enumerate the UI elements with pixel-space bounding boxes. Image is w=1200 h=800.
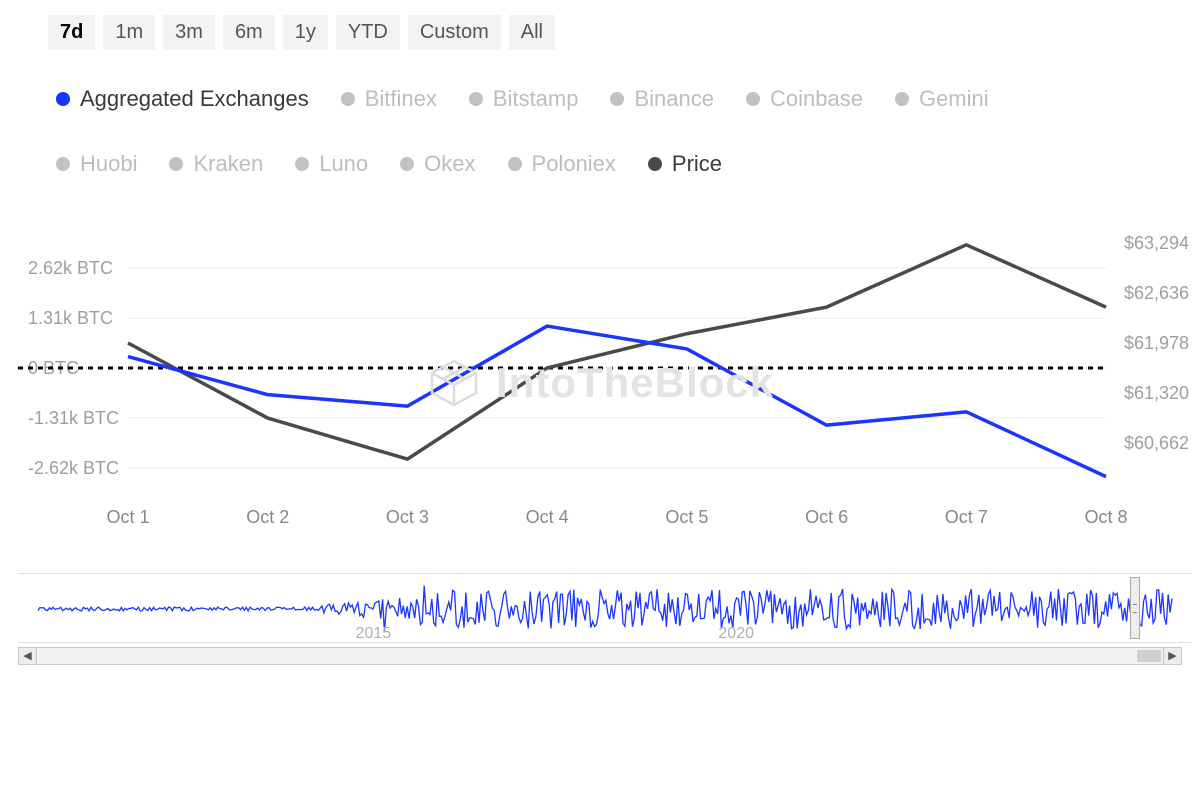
range-selector[interactable]: 2015 2020 <box>18 573 1182 643</box>
x-label: Oct 3 <box>386 507 429 527</box>
series-price <box>128 245 1106 459</box>
legend-dot-icon <box>56 157 70 171</box>
x-label: Oct 5 <box>665 507 708 527</box>
series-aggregated <box>128 326 1106 477</box>
legend-label: Luno <box>319 145 368 182</box>
main-chart: IntoTheBlock 2.62k BTC1.31k BTC0 BTC-1.3… <box>18 233 1182 533</box>
legend-dot-icon <box>895 92 909 106</box>
range-selector-svg[interactable]: 2015 2020 <box>18 573 1192 643</box>
legend-label: Gemini <box>919 80 989 117</box>
scroll-thumb[interactable] <box>1137 650 1161 662</box>
legend-item-aggregated-exchanges[interactable]: Aggregated Exchanges <box>56 80 309 117</box>
legend-dot-icon <box>341 92 355 106</box>
y-left-label: -1.31k BTC <box>28 408 119 428</box>
x-label: Oct 8 <box>1084 507 1127 527</box>
legend-dot-icon <box>469 92 483 106</box>
legend-item-kraken[interactable]: Kraken <box>169 145 263 182</box>
range-tab-ytd[interactable]: YTD <box>336 15 400 50</box>
y-left-label: 2.62k BTC <box>28 258 113 278</box>
legend-label: Bitstamp <box>493 80 579 117</box>
y-right-label: $61,978 <box>1124 333 1189 353</box>
range-tab-custom[interactable]: Custom <box>408 15 501 50</box>
range-tab-7d[interactable]: 7d <box>48 15 95 50</box>
legend-dot-icon <box>400 157 414 171</box>
legend-dot-icon <box>508 157 522 171</box>
legend-dot-icon <box>610 92 624 106</box>
legend-dot-icon <box>648 157 662 171</box>
legend: Aggregated Exchanges Bitfinex Bitstamp Bina… <box>56 80 1016 183</box>
time-range-tabs: 7d1m3m6m1yYTDCustomAll <box>48 15 1192 50</box>
legend-item-price[interactable]: Price <box>648 145 722 182</box>
x-label: Oct 6 <box>805 507 848 527</box>
x-label: Oct 4 <box>526 507 569 527</box>
y-right-label: $61,320 <box>1124 383 1189 403</box>
legend-dot-icon <box>295 157 309 171</box>
mini-series <box>38 585 1172 631</box>
scroll-track[interactable] <box>37 648 1163 664</box>
mini-x-label: 2015 <box>356 625 392 642</box>
x-label: Oct 2 <box>246 507 289 527</box>
legend-dot-icon <box>56 92 70 106</box>
legend-item-okex[interactable]: Okex <box>400 145 475 182</box>
legend-dot-icon <box>169 157 183 171</box>
chart-svg[interactable]: 2.62k BTC1.31k BTC0 BTC-1.31k BTC-2.62k … <box>18 233 1192 533</box>
horizontal-scrollbar[interactable]: ◀ ▶ <box>18 647 1182 665</box>
x-label: Oct 7 <box>945 507 988 527</box>
mini-x-label: 2020 <box>718 625 754 642</box>
range-selector-handle[interactable] <box>1130 577 1140 639</box>
legend-label: Binance <box>634 80 714 117</box>
legend-item-huobi[interactable]: Huobi <box>56 145 137 182</box>
x-label: Oct 1 <box>106 507 149 527</box>
legend-label: Huobi <box>80 145 137 182</box>
y-right-label: $63,294 <box>1124 233 1189 253</box>
legend-label: Price <box>672 145 722 182</box>
y-right-label: $60,662 <box>1124 433 1189 453</box>
legend-item-bitstamp[interactable]: Bitstamp <box>469 80 579 117</box>
legend-dot-icon <box>746 92 760 106</box>
legend-label: Bitfinex <box>365 80 437 117</box>
y-left-label: 1.31k BTC <box>28 308 113 328</box>
legend-label: Kraken <box>193 145 263 182</box>
y-right-label: $62,636 <box>1124 283 1189 303</box>
legend-item-bitfinex[interactable]: Bitfinex <box>341 80 437 117</box>
legend-item-poloniex[interactable]: Poloniex <box>508 145 616 182</box>
legend-label: Okex <box>424 145 475 182</box>
range-tab-1y[interactable]: 1y <box>283 15 328 50</box>
range-tab-6m[interactable]: 6m <box>223 15 275 50</box>
scroll-right-button[interactable]: ▶ <box>1163 648 1181 664</box>
legend-label: Poloniex <box>532 145 616 182</box>
legend-item-binance[interactable]: Binance <box>610 80 714 117</box>
range-tab-all[interactable]: All <box>509 15 555 50</box>
range-tab-3m[interactable]: 3m <box>163 15 215 50</box>
legend-item-luno[interactable]: Luno <box>295 145 368 182</box>
legend-label: Aggregated Exchanges <box>80 80 309 117</box>
y-left-label: -2.62k BTC <box>28 458 119 478</box>
scroll-left-button[interactable]: ◀ <box>19 648 37 664</box>
legend-item-coinbase[interactable]: Coinbase <box>746 80 863 117</box>
legend-label: Coinbase <box>770 80 863 117</box>
legend-item-gemini[interactable]: Gemini <box>895 80 989 117</box>
range-tab-1m[interactable]: 1m <box>103 15 155 50</box>
